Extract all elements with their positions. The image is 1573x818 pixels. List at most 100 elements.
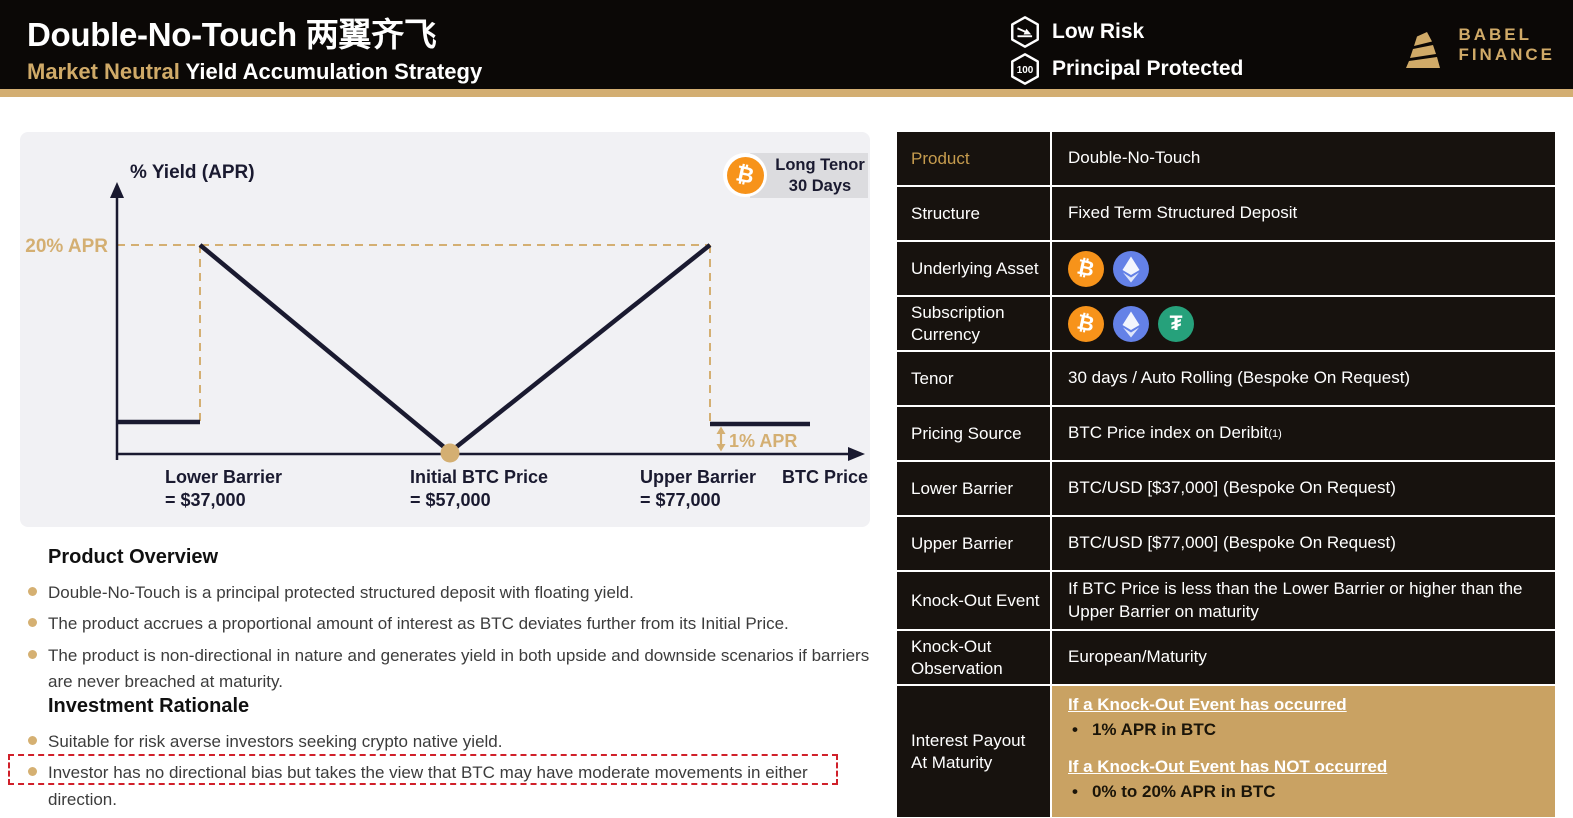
row-label: Product xyxy=(897,132,1050,185)
product-overview-heading: Product Overview xyxy=(48,546,219,568)
overview-bullet-1: Double-No-Touch is a principal protected… xyxy=(28,580,873,606)
tenor-line1: Long Tenor xyxy=(775,155,865,174)
payoff-chart: % Yield (APR) 20% APR 1% APR Lower Barri… xyxy=(25,162,868,510)
upper-barrier-tick: Upper Barrier xyxy=(640,467,756,487)
overview-bullet-3-text: The product is non-directional in nature… xyxy=(48,645,870,692)
table-row-tenor: Tenor 30 days / Auto Rolling (Bespoke On… xyxy=(897,352,1555,405)
bullet-dot xyxy=(28,649,37,659)
risk-badges: Low Risk 100 Principal Protected xyxy=(1008,15,1243,86)
tenor-btc-ring: ₿ xyxy=(723,153,767,197)
svg-text:100: 100 xyxy=(1017,65,1034,76)
btc-icon: ₿ xyxy=(726,156,764,194)
bullet-dot xyxy=(28,736,37,745)
header-gold-strip xyxy=(0,89,1573,97)
logo-line1: BABEL xyxy=(1458,24,1532,44)
eth-icon xyxy=(1113,305,1149,342)
y-axis-arrow xyxy=(110,182,124,198)
tenor-line2: 30 Days xyxy=(788,176,852,195)
knockout-occurred-title: If a Knock-Out Event has occurred xyxy=(1068,695,1347,714)
knockout-occurred-item: 1% APR in BTC xyxy=(1072,719,1539,741)
knockout-not-occurred-item: 0% to 20% APR in BTC xyxy=(1072,781,1539,803)
row-label: Upper Barrier xyxy=(897,517,1050,570)
knockout-not-occurred-title: If a Knock-Out Event has NOT occurred xyxy=(1068,757,1388,777)
bullet-dot xyxy=(28,618,37,628)
row-value-icons: ₿ xyxy=(1052,242,1555,295)
rationale-bullet-1-text: Suitable for risk averse investors seeki… xyxy=(48,732,503,751)
table-row-product: Product Double-No-Touch xyxy=(897,132,1555,185)
table-row-underlying-asset: Underlying Asset ₿ xyxy=(897,242,1555,295)
apr-1-arrow-up xyxy=(716,426,726,434)
rationale-bullet-2: Investor has no directional bias but tak… xyxy=(28,760,873,813)
overview-bullet-1-text: Double-No-Touch is a principal protected… xyxy=(48,583,634,602)
row-value-icons: ₿ ₮ xyxy=(1052,297,1555,350)
x-axis-arrow xyxy=(848,447,865,461)
overview-bullet-2: The product accrues a proportional amoun… xyxy=(28,611,873,637)
usdt-icon: ₮ xyxy=(1158,305,1194,342)
upper-barrier-value: = $77,000 xyxy=(640,490,721,510)
row-value: BTC Price index on Deribit (1) xyxy=(1052,407,1555,460)
row-label: Subscription Currency xyxy=(897,297,1050,350)
badge-principal-protected: 100 Principal Protected xyxy=(1008,52,1243,86)
apr-1-label: 1% APR xyxy=(729,431,797,451)
row-label: Interest Payout At Maturity xyxy=(897,686,1050,817)
overview-bullet-2-text: The product accrues a proportional amoun… xyxy=(48,614,789,634)
payoff-descending-segment xyxy=(198,243,452,454)
row-value: Double-No-Touch xyxy=(1052,132,1555,185)
investment-rationale-heading: Investment Rationale xyxy=(48,695,250,717)
apr-1-arrow-down xyxy=(716,444,726,452)
x-axis-label: BTC Price xyxy=(782,467,868,487)
row-label: Underlying Asset xyxy=(897,242,1050,295)
payoff-ascending-segment xyxy=(448,243,712,454)
rationale-bullet-1: Suitable for risk averse investors seeki… xyxy=(28,729,873,755)
row-label: Structure xyxy=(897,187,1050,240)
y-axis-label: % Yield (APR) xyxy=(130,162,255,183)
product-overview-section: Product Overview Double-No-Touch is a pr… xyxy=(28,546,873,700)
table-row-upper-barrier: Upper Barrier BTC/USD [$77,000] (Bespoke… xyxy=(897,517,1555,570)
bullet-dot xyxy=(28,767,37,777)
subtitle-highlight: Market Neutral xyxy=(27,59,180,84)
table-row-knock-out-event: Knock-Out Event If BTC Price is less tha… xyxy=(897,572,1555,629)
row-value: 30 days / Auto Rolling (Bespoke On Reque… xyxy=(1052,352,1555,405)
row-value: European/Maturity xyxy=(1052,631,1555,684)
bullet-dot xyxy=(28,587,37,596)
babel-tower-icon xyxy=(1406,32,1441,68)
overview-bullet-3: The product is non-directional in nature… xyxy=(28,643,873,696)
lower-barrier-tick: Lower Barrier xyxy=(165,467,282,487)
eth-icon xyxy=(1113,250,1149,287)
interest-payout-cell: If a Knock-Out Event has occurred 1% APR… xyxy=(1052,686,1555,817)
row-label: Lower Barrier xyxy=(897,462,1050,515)
principal-protected-label: Principal Protected xyxy=(1052,57,1244,80)
table-row-interest-payout: Interest Payout At Maturity If a Knock-O… xyxy=(897,686,1555,817)
pricing-source-text: BTC Price index on Deribit xyxy=(1068,423,1269,443)
subtitle-rest: Yield Accumulation Strategy xyxy=(179,59,483,84)
lower-barrier-value: = $37,000 xyxy=(165,490,246,510)
low-risk-label: Low Risk xyxy=(1052,20,1145,43)
table-row-subscription-currency: Subscription Currency ₿ ₮ xyxy=(897,297,1555,350)
row-value: If BTC Price is less than the Lower Barr… xyxy=(1052,572,1555,629)
table-row-lower-barrier: Lower Barrier BTC/USD [$37,000] (Bespoke… xyxy=(897,462,1555,515)
row-label: Tenor xyxy=(897,352,1050,405)
row-label: Knock-Out Event xyxy=(897,572,1050,629)
logo-text: BABEL FINANCE xyxy=(1458,25,1555,66)
logo-line2: FINANCE xyxy=(1458,45,1555,64)
title-block: Double-No-Touch 两翼齐飞 Market Neutral Yiel… xyxy=(27,8,482,85)
row-value: BTC/USD [$37,000] (Bespoke On Request) xyxy=(1052,462,1555,515)
table-row-pricing-source: Pricing Source BTC Price index on Deribi… xyxy=(897,407,1555,460)
babel-finance-logo: BABEL FINANCE xyxy=(1400,20,1555,70)
header-bar: Double-No-Touch 两翼齐飞 Market Neutral Yiel… xyxy=(0,0,1573,97)
initial-price-dot xyxy=(440,443,460,463)
tenor-badge: ₿ Long Tenor 30 Days xyxy=(723,153,868,198)
table-row-structure: Structure Fixed Term Structured Deposit xyxy=(897,187,1555,240)
badge-low-risk: Low Risk xyxy=(1008,15,1243,49)
product-spec-table: Product Double-No-Touch Structure Fixed … xyxy=(897,132,1555,817)
payoff-chart-card: % Yield (APR) 20% APR 1% APR Lower Barri… xyxy=(20,132,870,527)
btc-icon: ₿ xyxy=(1068,250,1104,287)
principal-100-icon: 100 xyxy=(1011,53,1039,85)
row-value: Fixed Term Structured Deposit xyxy=(1052,187,1555,240)
apr-20-label: 20% APR xyxy=(25,236,108,257)
table-row-knock-out-observation: Knock-Out Observation European/Maturity xyxy=(897,631,1555,684)
spacer xyxy=(1068,741,1539,756)
row-label: Pricing Source xyxy=(897,407,1050,460)
row-label: Knock-Out Observation xyxy=(897,631,1050,684)
rationale-bullet-2-text: Investor has no directional bias but tak… xyxy=(48,763,808,809)
